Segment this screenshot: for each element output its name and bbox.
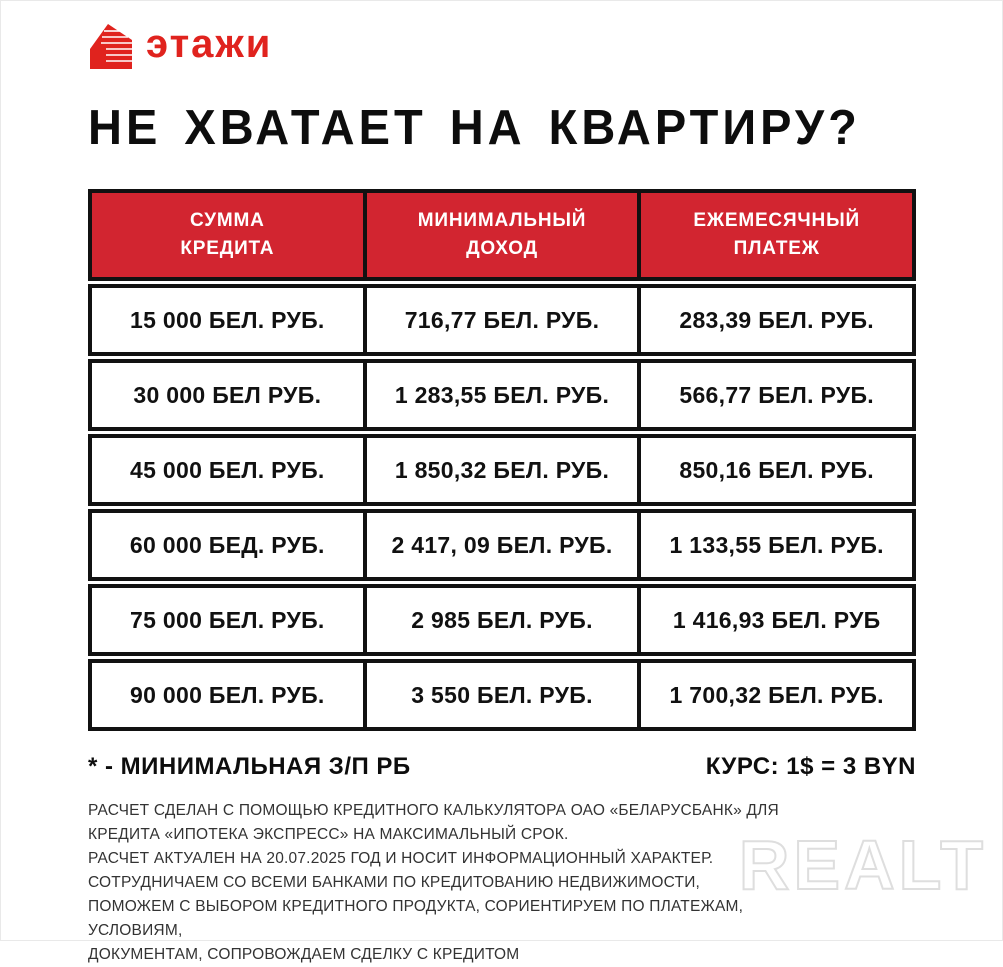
etazhi-building-icon <box>88 21 134 71</box>
disclaimer-line: ПОМОЖЕМ С ВЫБОРОМ КРЕДИТНОГО ПРОДУКТА, С… <box>88 898 744 915</box>
cell-min-income: 1 850,32 БЕЛ. РУБ. <box>362 434 642 506</box>
header-credit-sum: СУММА КРЕДИТА <box>88 189 367 281</box>
infographic-page: этажи НЕ ХВАТАЕТ НА КВАРТИРУ? СУММА КРЕД… <box>88 20 917 967</box>
table-row: 75 000 БЕЛ. РУБ. 2 985 БЕЛ. РУБ. 1 416,9… <box>88 584 917 656</box>
cell-monthly-payment: 850,16 БЕЛ. РУБ. <box>637 434 917 506</box>
cell-credit-sum: 60 000 БЕД. РУБ. <box>88 509 367 581</box>
cell-monthly-payment: 283,39 БЕЛ. РУБ. <box>637 284 917 356</box>
cell-min-income: 716,77 БЕЛ. РУБ. <box>362 284 642 356</box>
table-row: 45 000 БЕЛ. РУБ. 1 850,32 БЕЛ. РУБ. 850,… <box>88 434 917 506</box>
etazhi-logo-text: этажи <box>146 22 273 66</box>
cell-credit-sum: 15 000 БЕЛ. РУБ. <box>88 284 367 356</box>
cell-min-income: 2 985 БЕЛ. РУБ. <box>362 584 642 656</box>
disclaimer-line: ДОКУМЕНТАМ, СОПРОВОЖДАЕМ СДЕЛКУ С КРЕДИТ… <box>88 946 520 963</box>
header-min-income: МИНИМАЛЬНЫЙ ДОХОД <box>362 189 642 281</box>
disclaimer-text: РАСЧЕТ СДЕЛАН С ПОМОЩЬЮ КРЕДИТНОГО КАЛЬК… <box>88 799 916 967</box>
cell-credit-sum: 30 000 БЕЛ РУБ. <box>88 359 367 431</box>
cell-monthly-payment: 1 133,55 БЕЛ. РУБ. <box>637 509 917 581</box>
cell-monthly-payment: 1 416,93 БЕЛ. РУБ <box>637 584 917 656</box>
disclaimer-line: КРЕДИТА «ИПОТЕКА ЭКСПРЕСС» НА МАКСИМАЛЬН… <box>88 826 569 843</box>
footnotes: * - МИНИМАЛЬНАЯ З/П РБ КУРС: 1$ = 3 BYN <box>88 753 916 781</box>
cell-credit-sum: 45 000 БЕЛ. РУБ. <box>88 434 367 506</box>
table-row: 90 000 БЕЛ. РУБ. 3 550 БЕЛ. РУБ. 1 700,3… <box>88 659 917 731</box>
header-monthly-payment: ЕЖЕМЕСЯЧНЫЙ ПЛАТЕЖ <box>637 189 917 281</box>
credit-table: СУММА КРЕДИТА МИНИМАЛЬНЫЙ ДОХОД ЕЖЕМЕСЯЧ… <box>88 189 917 731</box>
cell-monthly-payment: 566,77 БЕЛ. РУБ. <box>637 359 917 431</box>
disclaimer-line: РАСЧЕТ СДЕЛАН С ПОМОЩЬЮ КРЕДИТНОГО КАЛЬК… <box>88 802 779 819</box>
cell-credit-sum: 75 000 БЕЛ. РУБ. <box>88 584 367 656</box>
cell-min-income: 2 417, 09 БЕЛ. РУБ. <box>362 509 642 581</box>
cell-min-income: 1 283,55 БЕЛ. РУБ. <box>362 359 642 431</box>
disclaimer-line: УСЛОВИЯМ, <box>88 922 183 939</box>
table-row: 30 000 БЕЛ РУБ. 1 283,55 БЕЛ. РУБ. 566,7… <box>88 359 917 431</box>
cell-min-income: 3 550 БЕЛ. РУБ. <box>362 659 642 731</box>
table-row: 15 000 БЕЛ. РУБ. 716,77 БЕЛ. РУБ. 283,39… <box>88 284 917 356</box>
page-title: НЕ ХВАТАЕТ НА КВАРТИРУ? <box>88 99 861 155</box>
table-row: 60 000 БЕД. РУБ. 2 417, 09 БЕЛ. РУБ. 1 1… <box>88 509 917 581</box>
cell-monthly-payment: 1 700,32 БЕЛ. РУБ. <box>637 659 917 731</box>
disclaimer-line: СОТРУДНИЧАЕМ СО ВСЕМИ БАНКАМИ ПО КРЕДИТО… <box>88 874 701 891</box>
cell-credit-sum: 90 000 БЕЛ. РУБ. <box>88 659 367 731</box>
table-header-row: СУММА КРЕДИТА МИНИМАЛЬНЫЙ ДОХОД ЕЖЕМЕСЯЧ… <box>88 189 917 281</box>
footnote-min-salary: * - МИНИМАЛЬНАЯ З/П РБ <box>88 753 411 780</box>
footnote-exchange-rate: КУРС: 1$ = 3 BYN <box>705 753 916 780</box>
etazhi-logo: этажи <box>88 20 916 72</box>
disclaimer-line: РАСЧЕТ АКТУАЛЕН НА 20.07.2025 ГОД И НОСИ… <box>88 850 714 867</box>
